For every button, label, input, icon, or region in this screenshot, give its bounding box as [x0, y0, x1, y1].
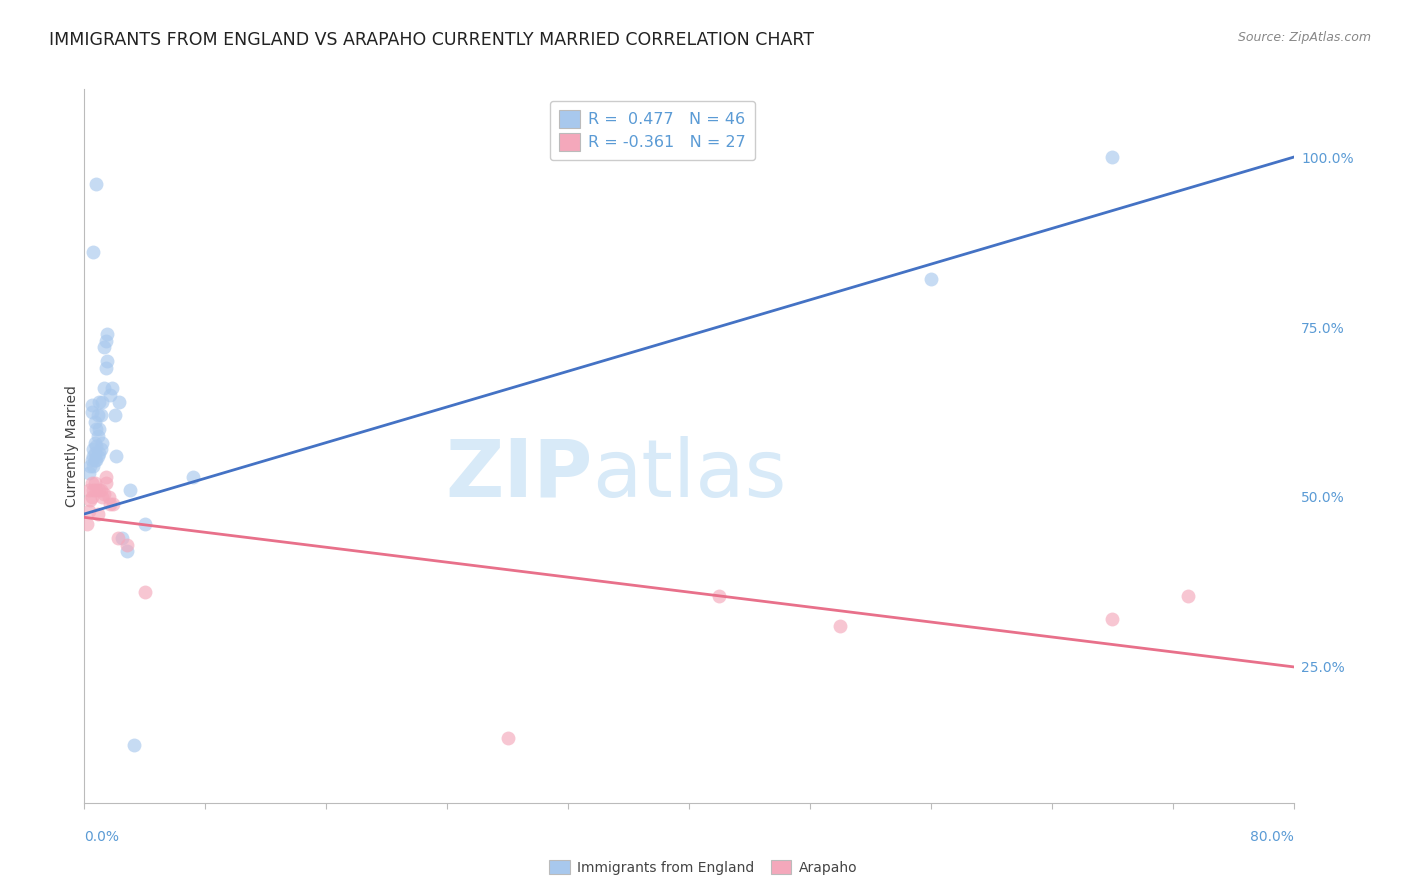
- Point: [77, 466, 100, 480]
- Point: [82, 459, 104, 474]
- Legend: Immigrants from England, Arapaho: Immigrants from England, Arapaho: [543, 855, 863, 880]
- Point: [76, 517, 98, 532]
- Point: [87, 449, 110, 463]
- Point: [1101, 612, 1123, 626]
- Text: 0.0%: 0.0%: [84, 830, 120, 844]
- Point: [97, 490, 120, 504]
- Point: [98, 497, 121, 511]
- Point: [86, 452, 108, 467]
- Point: [82, 245, 104, 260]
- Point: [91, 394, 114, 409]
- Text: IMMIGRANTS FROM ENGLAND VS ARAPAHO CURRENTLY MARRIED CORRELATION CHART: IMMIGRANTS FROM ENGLAND VS ARAPAHO CURRE…: [49, 31, 814, 49]
- Text: atlas: atlas: [592, 435, 786, 514]
- Point: [108, 394, 131, 409]
- Point: [89, 422, 111, 436]
- Point: [79, 459, 101, 474]
- Point: [87, 429, 110, 443]
- Point: [90, 409, 112, 423]
- Point: [89, 446, 111, 460]
- Point: [91, 490, 114, 504]
- Point: [80, 452, 103, 467]
- Point: [104, 409, 127, 423]
- Point: [90, 483, 112, 498]
- Point: [84, 476, 107, 491]
- Point: [82, 449, 104, 463]
- Point: [100, 381, 122, 395]
- Point: [107, 531, 129, 545]
- Point: [90, 442, 112, 457]
- Point: [82, 442, 104, 457]
- Point: [94, 334, 117, 348]
- Text: 80.0%: 80.0%: [1250, 830, 1294, 844]
- Point: [86, 178, 108, 192]
- Point: [1177, 589, 1199, 603]
- Point: [118, 483, 141, 498]
- Point: [80, 398, 103, 412]
- Point: [96, 354, 118, 368]
- Point: [80, 490, 103, 504]
- Point: [1101, 150, 1123, 164]
- Point: [115, 537, 138, 551]
- Point: [93, 486, 115, 500]
- Point: [87, 409, 110, 423]
- Point: [830, 619, 852, 633]
- Point: [87, 507, 110, 521]
- Point: [94, 360, 117, 375]
- Point: [80, 476, 103, 491]
- Point: [84, 415, 107, 429]
- Point: [115, 544, 138, 558]
- Point: [496, 731, 519, 746]
- Point: [94, 476, 117, 491]
- Point: [94, 469, 117, 483]
- Point: [79, 493, 101, 508]
- Point: [709, 589, 731, 603]
- Point: [91, 435, 114, 450]
- Point: [82, 483, 104, 498]
- Point: [98, 388, 121, 402]
- Point: [84, 435, 107, 450]
- Text: ZIP: ZIP: [444, 435, 592, 514]
- Point: [920, 272, 942, 286]
- Y-axis label: Currently Married: Currently Married: [65, 385, 79, 507]
- Point: [89, 483, 111, 498]
- Point: [93, 381, 115, 395]
- Point: [111, 531, 134, 545]
- Point: [122, 738, 145, 752]
- Point: [77, 483, 100, 498]
- Point: [89, 394, 111, 409]
- Text: Source: ZipAtlas.com: Source: ZipAtlas.com: [1237, 31, 1371, 45]
- Legend: R =  0.477   N = 46, R = -0.361   N = 27: R = 0.477 N = 46, R = -0.361 N = 27: [550, 101, 755, 161]
- Point: [181, 469, 204, 483]
- Point: [134, 585, 156, 599]
- Point: [96, 326, 118, 341]
- Point: [86, 483, 108, 498]
- Point: [80, 405, 103, 419]
- Point: [101, 497, 124, 511]
- Point: [84, 452, 107, 467]
- Point: [77, 503, 100, 517]
- Point: [105, 449, 128, 463]
- Point: [93, 341, 115, 355]
- Point: [84, 446, 107, 460]
- Point: [86, 422, 108, 436]
- Point: [134, 517, 156, 532]
- Point: [86, 439, 108, 453]
